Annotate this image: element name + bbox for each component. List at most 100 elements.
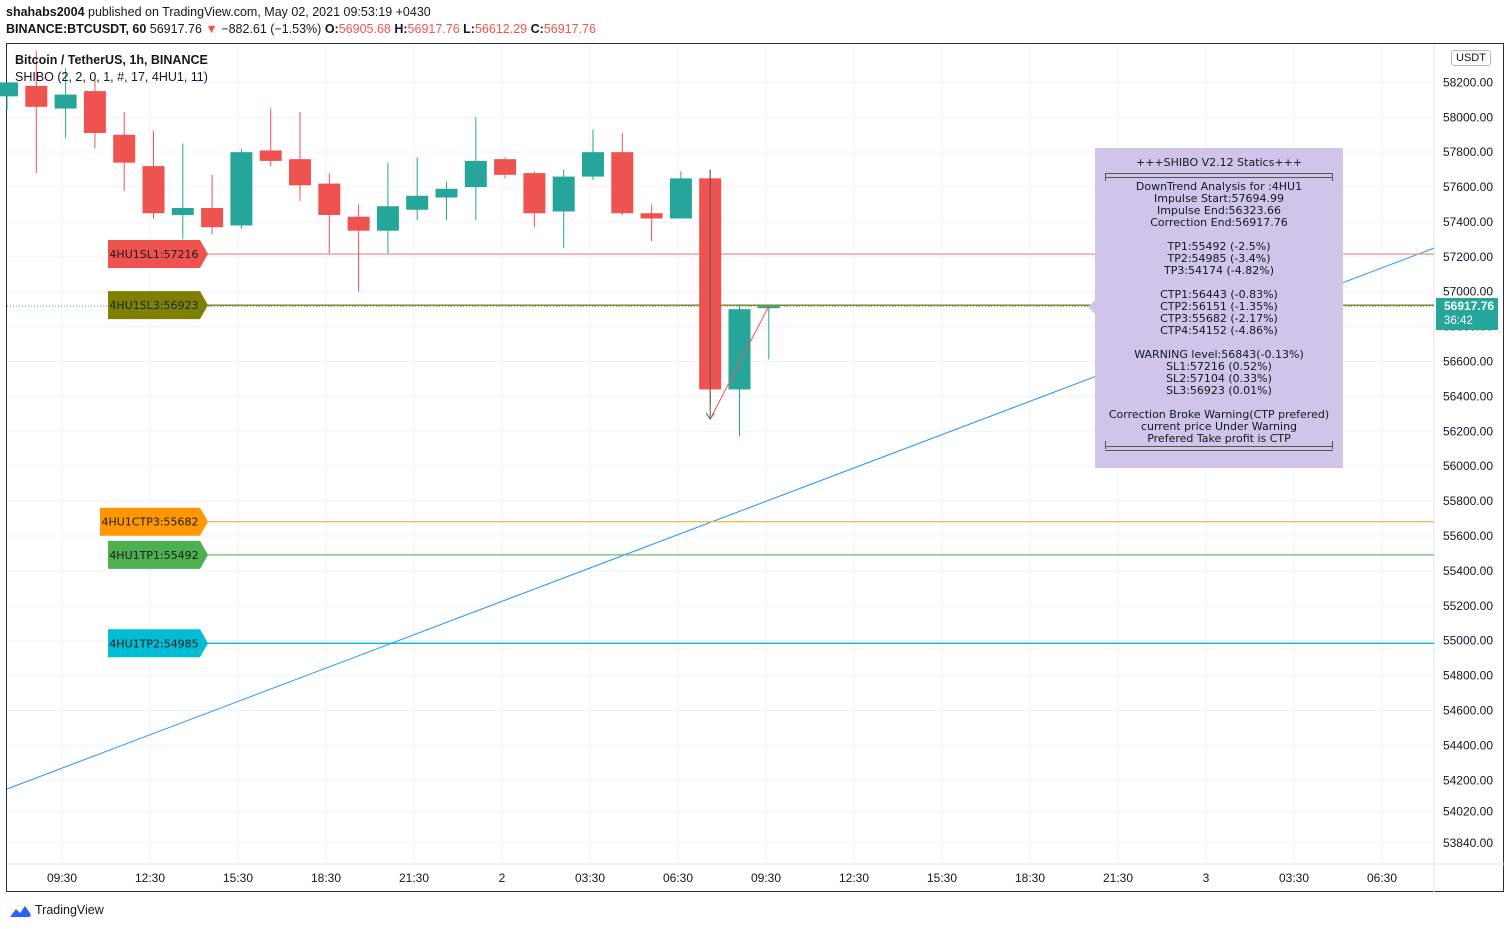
- x-tick-label: 03:30: [1279, 871, 1309, 885]
- level-tag-label: 4HU1SL1:57216: [109, 248, 198, 261]
- candle-body: [142, 166, 165, 214]
- author-name: shahabs2004: [6, 5, 85, 19]
- candle-body: [669, 178, 692, 219]
- y-tick-label: 57400.00: [1443, 215, 1493, 229]
- candle-body: [289, 159, 311, 186]
- open-value: 56905.68: [338, 22, 391, 36]
- x-tick-label: 15:30: [223, 871, 253, 885]
- candle-body: [494, 159, 517, 175]
- target-line: TP3:54174 (-4.82%): [1163, 264, 1275, 277]
- candle-body: [259, 150, 282, 161]
- y-tick-label: 58200.00: [1443, 75, 1493, 89]
- analysis-line: DownTrend Analysis for :4HU1: [1135, 180, 1303, 193]
- y-tick-label: 57200.00: [1443, 250, 1493, 264]
- x-tick-label: 21:30: [399, 871, 429, 885]
- candle-body: [728, 309, 751, 390]
- y-tick-label: 56200.00: [1443, 424, 1493, 438]
- candle-body: [376, 206, 399, 231]
- target-line: TP2:54985 (-3.4%): [1167, 252, 1271, 265]
- y-tick-label: 54020.00: [1443, 805, 1493, 819]
- stats-pointer: [1088, 300, 1095, 314]
- y-tick-label: 55000.00: [1443, 634, 1493, 648]
- chart-title[interactable]: Bitcoin / TetherUS, 1h, BINANCE: [15, 53, 208, 67]
- x-tick-label: 18:30: [311, 871, 341, 885]
- analysis-line: Impulse Start:57694.99: [1153, 192, 1285, 205]
- last-price-tag: 56917.76 36:42: [1436, 298, 1498, 330]
- low-value: 56612.29: [474, 22, 528, 36]
- note-line: Correction Broke Warning(CTP prefered): [1108, 408, 1330, 421]
- y-tick-label: 57600.00: [1443, 180, 1493, 194]
- y-tick-label: 54400.00: [1443, 738, 1493, 752]
- y-tick-label: 55200.00: [1443, 599, 1493, 613]
- open-label: O:: [324, 22, 339, 36]
- y-tick-label: 53840.00: [1443, 836, 1493, 850]
- level-tag-label: 4HU1TP1:55492: [109, 549, 198, 562]
- warning-block: WARNING level:56843(-0.13%) SL1:57216 (0…: [1095, 349, 1343, 397]
- targets-block: TP1:55492 (-2.5%) TP2:54985 (-3.4%) TP3:…: [1095, 241, 1343, 277]
- last-price-tag-value: 56917.76: [1444, 299, 1495, 313]
- notes-block: Correction Broke Warning(CTP prefered) c…: [1095, 409, 1343, 445]
- down-arrow-icon: ▼: [205, 22, 218, 36]
- tradingview-cloud-icon: [10, 905, 31, 917]
- level-tag: [108, 629, 208, 658]
- close-label: C:: [530, 22, 544, 36]
- currency-button[interactable]: USDT: [1451, 50, 1491, 66]
- panel-divider-top: [1105, 173, 1333, 181]
- x-tick-label: 03:30: [575, 871, 605, 885]
- y-tick-label: 55800.00: [1443, 494, 1493, 508]
- publish-info: shahabs2004 published on TradingView.com…: [6, 5, 431, 19]
- candle-body: [83, 91, 106, 133]
- tradingview-label: TradingView: [35, 903, 104, 917]
- ctp-line: CTP4:54152 (-4.86%): [1160, 324, 1278, 337]
- y-tick-label: 54800.00: [1443, 669, 1493, 683]
- ctp-line: CTP2:56151 (-1.35%): [1160, 300, 1278, 313]
- x-tick-label: 3: [1203, 871, 1210, 885]
- candle-body: [0, 82, 18, 97]
- x-tick-label: 12:30: [839, 871, 869, 885]
- indicator-legend[interactable]: SHIBO (2, 2, 0, 1, #, 17, 4HU1, 11): [15, 70, 208, 84]
- candle-body: [25, 85, 48, 107]
- target-line: TP1:55492 (-2.5%): [1167, 240, 1271, 253]
- tradingview-logo[interactable]: TradingView: [8, 903, 104, 918]
- candle-body: [54, 94, 77, 109]
- y-tick-label: 56000.00: [1443, 459, 1493, 473]
- statistics-title: +++SHIBO V2.12 Statics+++: [1135, 156, 1302, 169]
- x-tick-label: 06:30: [663, 871, 693, 885]
- candle-body: [582, 152, 604, 177]
- y-tick-label: 54600.00: [1443, 703, 1493, 717]
- x-tick-label: 18:30: [1015, 871, 1045, 885]
- ctp-block: CTP1:56443 (-0.83%) CTP2:56151 (-1.35%) …: [1095, 289, 1343, 337]
- close-value: 56917.76: [543, 22, 596, 36]
- y-tick-label: 55400.00: [1443, 564, 1493, 578]
- level-tag: [100, 507, 208, 536]
- y-tick-label: 57000.00: [1443, 285, 1493, 299]
- x-tick-label: 06:30: [1367, 871, 1397, 885]
- candle-body: [435, 188, 458, 198]
- analysis-line: Impulse End:56323.66: [1156, 204, 1282, 217]
- correction-arrow: [709, 305, 770, 420]
- symbol-label: BINANCE:BTCUSDT, 60: [6, 22, 147, 36]
- chart-frame: [6, 43, 1504, 892]
- candle-body: [464, 160, 487, 188]
- candle-body: [230, 152, 253, 226]
- x-tick-label: 15:30: [927, 871, 957, 885]
- candle-body: [201, 208, 224, 228]
- low-label: L:: [463, 22, 475, 36]
- ctp-line: CTP3:55682 (-2.17%): [1160, 312, 1278, 325]
- candle-body: [171, 208, 194, 215]
- candle-body: [640, 213, 663, 219]
- candle-body: [552, 176, 575, 212]
- x-tick-label: 12:30: [135, 871, 165, 885]
- warning-line: SL2:57104 (0.33%): [1166, 372, 1272, 385]
- panel-divider-bottom: [1105, 441, 1333, 451]
- y-tick-label: 57800.00: [1443, 145, 1493, 159]
- level-tag-label: 4HU1CTP3:55682: [101, 516, 198, 529]
- publish-text: published on TradingView.com, May 02, 20…: [88, 5, 431, 19]
- candle-body: [318, 183, 341, 215]
- candle-body: [406, 195, 429, 210]
- y-tick-label: 56600.00: [1443, 355, 1493, 369]
- y-tick-label: 58000.00: [1443, 110, 1493, 124]
- warning-line: WARNING level:56843(-0.13%): [1134, 348, 1304, 361]
- level-tag: [108, 240, 208, 269]
- warning-line: SL1:57216 (0.52%): [1166, 360, 1272, 373]
